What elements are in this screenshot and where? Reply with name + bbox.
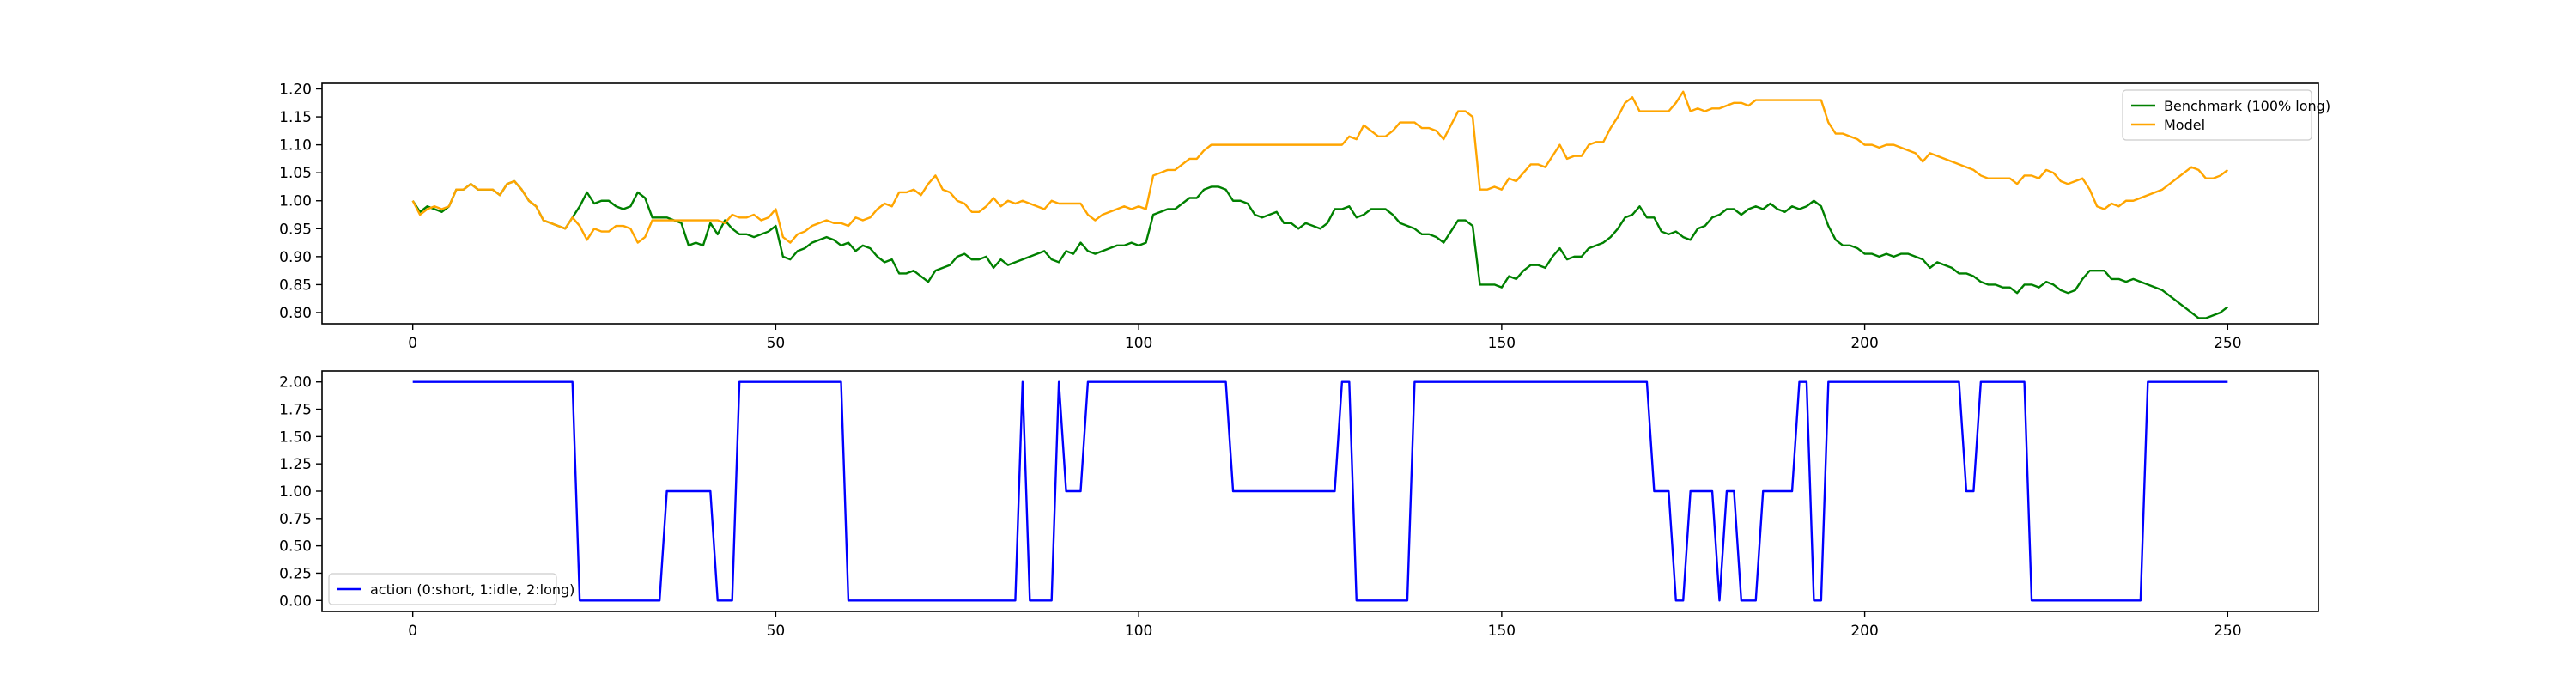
bottom-chart-legend-label: action (0:short, 1:idle, 2:long) — [370, 581, 574, 598]
bottom-chart-y-tick-label: 1.75 — [279, 402, 312, 419]
bottom-chart-y-tick-label: 1.50 — [279, 429, 312, 446]
top-chart-x-tick-label: 250 — [2214, 335, 2241, 352]
bottom-chart-x-tick-label: 100 — [1125, 623, 1152, 640]
bottom-chart-legend-box — [328, 573, 557, 605]
top-chart-x-tick-label: 0 — [408, 335, 417, 352]
bottom-chart-x-tick-label: 250 — [2214, 623, 2241, 640]
top-chart-axes-frame — [321, 82, 2319, 325]
top-chart-x-tick-label: 150 — [1488, 335, 1516, 352]
bottom-chart-x-tick-label: 50 — [767, 623, 786, 640]
top-chart-x-axis: 0 50 100 150 200 250 — [408, 324, 2242, 352]
bottom-chart-y-tick-label: 1.25 — [279, 456, 312, 473]
top-chart-y-tick-label: 1.20 — [279, 82, 312, 99]
top-chart-y-tick-label: 1.15 — [279, 109, 312, 126]
top-chart-x-tick-label: 200 — [1850, 335, 1878, 352]
top-chart-y-tick-label: 0.85 — [279, 277, 312, 294]
top-chart-y-tick-label: 0.80 — [279, 305, 312, 322]
bottom-chart-panel: 0 50 100 150 200 250 0.00 0.25 0.50 0.75 1.00 1.25… — [279, 370, 2319, 640]
top-chart-series — [411, 90, 2229, 319]
bottom-chart-series-action-0-line — [412, 380, 2228, 602]
top-chart-y-tick-label: 1.10 — [279, 137, 312, 155]
bottom-chart-x-axis: 0 50 100 150 200 250 — [408, 611, 2242, 640]
top-chart-x-tick-label: 50 — [767, 335, 786, 352]
top-chart-y-axis: 0.80 0.85 0.90 0.95 1.00 1.05 1.10 1.15 1.20 — [279, 82, 322, 322]
bottom-chart-y-tick-label: 0.75 — [279, 511, 312, 528]
top-chart-y-tick-label: 0.90 — [279, 249, 312, 266]
top-chart-y-tick-label: 0.95 — [279, 221, 312, 238]
top-chart-y-tick-label: 1.00 — [279, 193, 312, 210]
top-chart-y-tick-label: 1.05 — [279, 165, 312, 182]
bottom-chart-legend: action (0:short, 1:idle, 2:long) — [328, 573, 574, 605]
bottom-chart-x-tick-label: 200 — [1850, 623, 1878, 640]
top-chart-legend: Benchmark (100% long) Model — [2122, 89, 2330, 141]
top-chart-legend-label: Model — [2164, 117, 2205, 133]
top-chart-series-benchmark-100-line — [411, 179, 2229, 319]
bottom-chart-y-tick-label: 1.00 — [279, 483, 312, 501]
bottom-chart-x-tick-label: 0 — [408, 623, 417, 640]
bottom-chart-y-axis: 0.00 0.25 0.50 0.75 1.00 1.25 1.50 1.75 2.00 — [279, 374, 322, 610]
bottom-chart-y-tick-label: 0.50 — [279, 538, 312, 556]
bottom-chart-y-tick-label: 0.00 — [279, 593, 312, 610]
top-chart-legend-label: Benchmark (100% long) — [2164, 98, 2330, 114]
top-chart-x-tick-label: 100 — [1125, 335, 1152, 352]
top-chart-series-model-line — [411, 90, 2229, 244]
top-chart-panel: 0 50 100 150 200 250 0.80 0.85 0.90 0.95 1.00 1.05… — [279, 82, 2330, 352]
bottom-chart-y-tick-label: 0.25 — [279, 565, 312, 582]
bottom-chart-series — [412, 380, 2228, 602]
bottom-chart-y-tick-label: 2.00 — [279, 374, 312, 392]
bottom-chart-x-tick-label: 150 — [1488, 623, 1516, 640]
top-chart-legend-box — [2122, 89, 2312, 141]
